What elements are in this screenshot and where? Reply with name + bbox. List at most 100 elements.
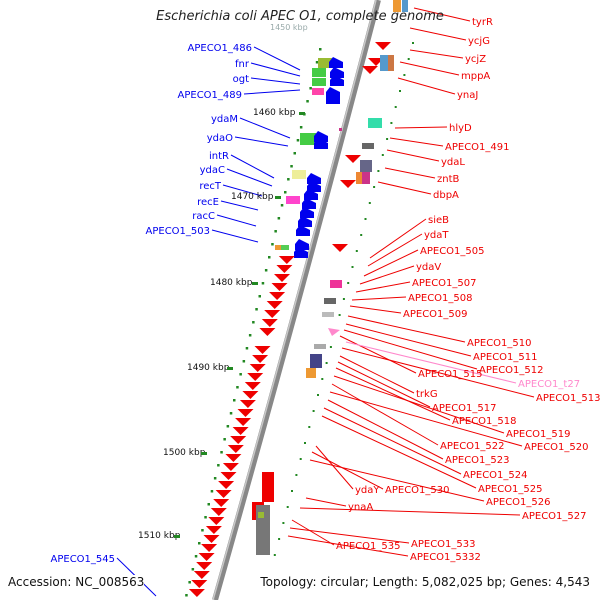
ruler-dot xyxy=(273,554,276,556)
ruler-dot xyxy=(278,538,281,540)
gene-label-plus: mppA xyxy=(461,71,490,82)
gene-feature xyxy=(393,0,401,12)
ruler-dots xyxy=(185,42,414,597)
plus-gene-arrow xyxy=(208,517,225,525)
ruler-major-tick xyxy=(252,282,258,285)
ruler-dot xyxy=(329,346,332,348)
gene-feature xyxy=(258,512,264,518)
ruler-dot xyxy=(351,266,354,268)
gene-feature xyxy=(306,368,316,378)
leader-line xyxy=(343,329,478,370)
leader-line xyxy=(359,265,415,285)
leader-line xyxy=(409,27,467,41)
plus-gene-arrow xyxy=(362,66,378,74)
gene-feature xyxy=(356,172,362,184)
gene-label-plus: APECO1_530 xyxy=(385,485,450,496)
ruler-dot xyxy=(317,394,319,396)
gene-feature xyxy=(362,143,374,149)
leader-line xyxy=(367,233,423,267)
ruler-dot xyxy=(255,308,258,311)
ruler-dot xyxy=(217,464,220,467)
gene-label-plus: APECO1_507 xyxy=(412,278,477,289)
gene-feature xyxy=(281,245,289,250)
leader-line xyxy=(291,519,335,546)
leader-line xyxy=(230,154,275,179)
ruler-dot xyxy=(306,100,309,103)
plus-gene-arrow xyxy=(205,526,222,534)
topology-text: Topology: circular; Length: 5,082,025 bp… xyxy=(260,575,590,589)
leader-line xyxy=(409,49,464,59)
ruler-dot xyxy=(407,58,410,60)
genome-title: Escherichia coli APEC O1, complete genom… xyxy=(156,9,444,24)
ruler-label: 1450 kbp xyxy=(270,23,308,32)
ruler-dot xyxy=(223,438,226,441)
plus-gene-arrow xyxy=(239,400,256,408)
ruler-dot xyxy=(368,202,371,204)
accession-text: Accession: NC_008563 xyxy=(8,575,145,589)
minus-gene-arrow xyxy=(307,181,321,192)
gene-label-plus: ydaY xyxy=(355,485,380,496)
gene-feature xyxy=(330,280,342,288)
leader-line xyxy=(216,214,257,227)
gene-label-minus: racC xyxy=(192,211,215,222)
plus-gene-arrow xyxy=(375,42,391,50)
gene-label-plus: APECO1_511 xyxy=(473,352,538,363)
leader-line xyxy=(351,296,407,301)
minus-gene-arrow xyxy=(326,93,340,104)
leader-line xyxy=(399,61,460,76)
plus-gene-arrow xyxy=(215,490,232,498)
leader-line xyxy=(369,218,427,259)
plus-gene-arrow xyxy=(264,310,281,318)
plus-gene-arrow xyxy=(278,256,295,264)
gene-label-plus: APECO1_523 xyxy=(445,455,510,466)
ruler-major-tick xyxy=(275,196,281,199)
gene-label-minus: ydaC xyxy=(200,165,225,176)
leader-line xyxy=(335,367,451,421)
gene-label-plus: APECO1_505 xyxy=(420,246,485,257)
gene-label-plus: trkG xyxy=(416,389,438,400)
leader-line xyxy=(413,7,471,22)
ruler-dot xyxy=(287,178,290,181)
gene-label-plus: APECO1_519 xyxy=(506,429,571,440)
gene-label-plus: ynaJ xyxy=(457,90,478,101)
minus-gene-arrow xyxy=(330,67,344,78)
ruler-dot xyxy=(342,298,345,300)
leader-line xyxy=(222,184,263,197)
plus-gene-arrow xyxy=(345,155,361,163)
leader-line xyxy=(337,361,431,408)
gene-feature xyxy=(314,344,326,349)
leader-line xyxy=(253,46,301,71)
plus-gene-arrow xyxy=(220,472,237,480)
ruler-dot xyxy=(299,458,302,460)
leader-line xyxy=(243,89,301,95)
gene-label-plus: ycjZ xyxy=(465,54,486,65)
ruler-dot xyxy=(295,474,298,476)
leader-line xyxy=(321,415,477,489)
ruler-dot xyxy=(386,138,389,140)
plus-gene-arrow xyxy=(274,274,290,282)
plus-gene-arrow xyxy=(235,418,252,426)
gene-label-minus: intR xyxy=(209,151,229,162)
gene-feature xyxy=(318,58,332,68)
ruler-label: 1470 kbp xyxy=(231,192,274,202)
leader-line xyxy=(389,137,444,147)
leader-line xyxy=(250,77,301,85)
gene-features xyxy=(188,0,408,597)
leader-line xyxy=(349,305,402,314)
gene-label-plus: APECO1_508 xyxy=(408,293,473,304)
ruler-dot xyxy=(233,399,236,402)
plus-gene-arrow xyxy=(218,481,235,489)
trna-feature xyxy=(328,328,340,336)
gene-feature xyxy=(275,245,283,250)
ruler-dot xyxy=(377,170,380,172)
leader-line xyxy=(211,229,259,243)
minus-gene-arrow xyxy=(329,57,343,68)
plus-gene-arrow xyxy=(259,328,276,336)
gene-label-plus: ynaA xyxy=(348,502,373,513)
gene-label-plus: ycjG xyxy=(468,36,490,47)
ruler-dot xyxy=(207,503,210,506)
ruler-labels: 1450 kbp 1460 kbp 1470 kbp 1480 kbp 1490 kbp… xyxy=(138,23,308,541)
plus-gene-arrow xyxy=(252,355,269,363)
plus-gene-arrow xyxy=(276,265,293,273)
